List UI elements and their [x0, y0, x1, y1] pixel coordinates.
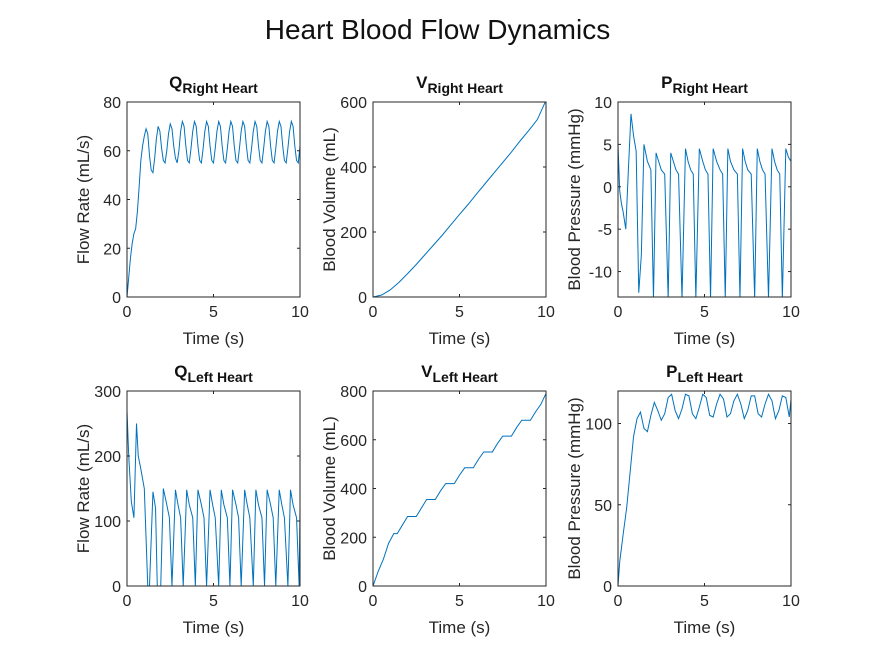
axes-box	[372, 390, 547, 587]
y-tick-label: 300	[94, 384, 121, 401]
series-line	[127, 119, 300, 297]
x-axis-label: Time (s)	[183, 329, 245, 348]
y-tick-label: -5	[598, 222, 612, 239]
x-tick-label: 0	[614, 304, 623, 321]
x-axis-label: Time (s)	[429, 329, 491, 348]
subplot-title: VRight Heart	[416, 73, 503, 96]
y-tick-label: 200	[340, 530, 367, 547]
subplot-title-subscript: Left Heart	[187, 369, 253, 385]
x-tick-label: 5	[455, 304, 464, 321]
x-tick-label: 0	[369, 304, 378, 321]
y-tick-label: 100	[585, 417, 612, 434]
y-tick-label: 800	[340, 384, 367, 401]
x-tick-label: 5	[700, 304, 709, 321]
series-line	[373, 102, 546, 297]
x-axis-label: Time (s)	[674, 329, 736, 348]
axes-box	[617, 101, 792, 298]
subplot-title-main: P	[661, 73, 672, 92]
subplot-title-subscript: Right Heart	[427, 80, 503, 96]
subplot-title: QLeft Heart	[174, 362, 253, 385]
series-line	[373, 393, 546, 586]
y-tick-label: 60	[103, 144, 121, 161]
subplot-title-main: Q	[174, 362, 187, 381]
axes-box	[126, 101, 301, 298]
y-tick-label: 600	[340, 433, 367, 450]
y-axis-label: Flow Rate (mL/s)	[74, 424, 93, 553]
x-tick-label: 10	[537, 593, 555, 610]
subplot-title-main: Q	[169, 73, 182, 92]
x-tick-label: 10	[782, 304, 800, 321]
subplot-title: QRight Heart	[169, 73, 258, 96]
subplot-title-subscript: Right Heart	[182, 80, 258, 96]
x-tick-label: 0	[369, 593, 378, 610]
x-axis-label: Time (s)	[183, 618, 245, 637]
y-tick-label: 200	[94, 449, 121, 466]
subplot-title-subscript: Right Heart	[672, 80, 748, 96]
y-tick-label: 0	[603, 180, 612, 197]
x-tick-label: 10	[291, 304, 309, 321]
x-tick-label: 10	[537, 304, 555, 321]
y-tick-label: -10	[589, 265, 612, 282]
y-tick-label: 20	[103, 241, 121, 258]
y-axis-label: Flow Rate (mL/s)	[74, 135, 93, 264]
x-axis-label: Time (s)	[429, 618, 491, 637]
axes-box	[372, 101, 547, 298]
subplot-title-main: V	[421, 362, 433, 381]
subplot-5: 0 5 10 0 200 400 600 800 Time (s) Blood Volume (m…	[320, 362, 555, 637]
subplot-title: VLeft Heart	[421, 362, 498, 385]
y-tick-label: 5	[603, 137, 612, 154]
y-tick-label: 0	[112, 290, 121, 307]
axes-box	[126, 390, 301, 587]
x-tick-label: 5	[455, 593, 464, 610]
subplot-3: 0 5 10 10 5 0 -5 -10 Time (s) Blood Pressure (mmH…	[565, 73, 800, 348]
x-axis-label: Time (s)	[674, 618, 736, 637]
y-tick-label: 200	[340, 225, 367, 242]
y-tick-label: 10	[594, 95, 612, 112]
subplot-title: PRight Heart	[661, 73, 748, 96]
y-tick-label: 400	[340, 482, 367, 499]
y-tick-label: 50	[594, 498, 612, 515]
y-axis-label: Blood Pressure (mmHg)	[565, 397, 584, 579]
x-tick-label: 0	[123, 304, 132, 321]
x-tick-label: 10	[782, 593, 800, 610]
subplot-title: PLeft Heart	[666, 362, 743, 385]
subplot-title-main: V	[416, 73, 428, 92]
y-tick-label: 0	[358, 579, 367, 596]
y-tick-label: 600	[340, 95, 367, 112]
x-tick-label: 5	[209, 593, 218, 610]
subplot-1: 0 5 10 0 20 40 60 80 Time (s) Flow Rate (mL/s) QRi…	[74, 73, 309, 348]
subplot-title-subscript: Left Heart	[432, 369, 498, 385]
subplot-2: 0 5 10 0 200 400 600 Time (s) Blood Volume (mL) V…	[320, 73, 555, 348]
x-tick-label: 5	[700, 593, 709, 610]
series-line	[618, 393, 791, 586]
subplot-title-main: P	[666, 362, 677, 381]
y-tick-label: 80	[103, 95, 121, 112]
y-tick-label: 0	[358, 290, 367, 307]
y-tick-label: 100	[94, 514, 121, 531]
y-tick-label: 400	[340, 160, 367, 177]
figure-title: Heart Blood Flow Dynamics	[264, 14, 611, 45]
subplot-title-subscript: Left Heart	[677, 369, 743, 385]
y-tick-label: 40	[103, 193, 121, 210]
axes-box	[617, 390, 792, 587]
y-axis-label: Blood Volume (mL)	[320, 127, 339, 272]
y-tick-label: 0	[112, 579, 121, 596]
series-line	[127, 410, 300, 586]
x-tick-label: 0	[614, 593, 623, 610]
y-axis-label: Blood Pressure (mmHg)	[565, 108, 584, 290]
x-tick-label: 5	[209, 304, 218, 321]
y-axis-label: Blood Volume (mL)	[320, 416, 339, 561]
y-tick-label: 0	[603, 579, 612, 596]
x-tick-label: 10	[291, 593, 309, 610]
x-tick-label: 0	[123, 593, 132, 610]
series-line	[618, 113, 791, 297]
